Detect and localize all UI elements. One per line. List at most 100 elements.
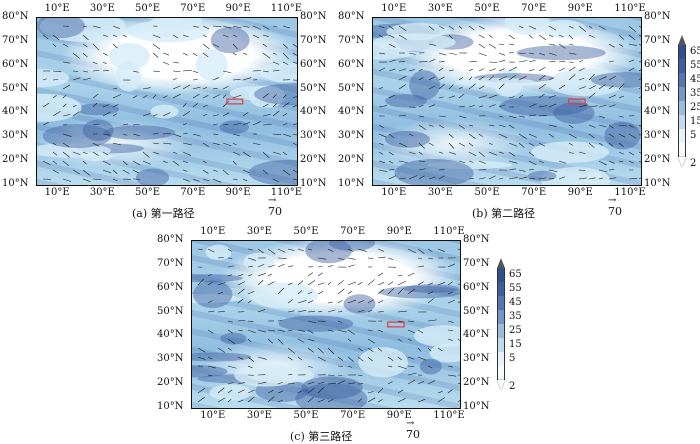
study-region-box-a [227,99,243,104]
ytick-b-right-1: 70°N [644,36,670,46]
wind-vector-a-58 [163,62,169,65]
wind-vector-c-176 [228,348,232,350]
wind-vector-a-49 [233,53,236,55]
colorbar-segment-c-4 [497,324,505,338]
shading-c-20 [278,316,353,332]
wind-vector-b-5 [449,26,454,29]
wind-vector-b-94 [529,69,534,71]
wind-vector-b-256 [509,161,517,163]
wind-vector-b-236 [439,152,443,153]
wind-vector-b-265 [379,170,387,172]
ytick-c-left-6: 20°N [157,378,183,388]
wind-vector-b-14 [589,26,592,28]
wind-vector-c-73 [338,280,344,285]
xtick-c-top-0: 10°E [200,227,225,237]
wind-vector-c-209 [348,366,352,367]
wind-vector-c-144 [208,330,213,333]
colorbar-top-arrow-b [678,35,686,45]
wind-field-a [37,18,297,185]
wind-vector-c-39 [278,264,285,267]
ytick-a-right-1: 70°N [300,36,326,46]
wind-vector-c-273 [398,398,406,402]
ytick-a-left-7: 10°N [2,179,28,189]
wind-vector-c-158 [378,330,383,332]
wind-vector-b-262 [619,161,623,162]
wind-vector-c-147 [248,330,256,333]
wind-vector-a-28 [263,35,269,37]
wind-vector-c-14 [408,249,416,253]
colorbar-label-c-6: 5 [509,354,515,364]
shading-b-7 [528,171,557,181]
wind-vector-a-235 [63,179,71,181]
ytick-c-right-7: 10°N [463,402,489,412]
xtick-c-bottom-0: 10°E [200,411,225,421]
wind-vector-c-17 [438,249,445,252]
wind-vector-c-171 [408,339,412,341]
wind-vector-b-194 [599,125,607,127]
xtick-b-top-5: 110°E [614,4,645,14]
wind-vector-c-121 [308,311,315,312]
wind-vector-a-200 [183,152,191,156]
wind-vector-c-174 [198,348,205,352]
wind-vector-c-178 [308,348,314,352]
wind-vector-c-131 [238,320,246,321]
wind-vector-b-25 [529,35,532,38]
wind-vector-a-137 [143,113,150,116]
xtick-a-top-1: 30°E [90,4,115,14]
wind-vector-c-166 [298,339,304,342]
wind-vector-b-225 [529,143,534,146]
wind-vector-a-95 [183,85,190,89]
wind-vector-a-54 [293,53,297,58]
colorbar-segment-b-3 [678,87,686,101]
wind-vector-a-143 [223,113,229,116]
wind-vector-b-272 [519,170,526,171]
colorbar-segment-b-5 [678,115,686,129]
wind-vector-c-114 [458,298,460,303]
wind-vector-b-289 [509,177,518,179]
shading-b-13 [456,78,536,87]
xtick-a-top-2: 50°E [135,4,160,14]
wind-vector-a-92 [113,88,117,89]
wind-vector-c-157 [368,330,373,331]
wind-vector-b-208 [549,134,554,137]
wind-vector-c-148 [258,330,266,332]
wind-vector-a-221 [83,170,90,175]
wind-vector-a-206 [43,161,50,165]
wind-vector-b-155 [459,106,465,107]
wind-vector-c-93 [348,291,352,294]
wind-vector-b-124 [449,85,453,89]
caption-b: (b) 第二路径 [472,205,535,221]
shading-c-15 [249,283,318,309]
wind-vector-c-190 [248,357,254,362]
ytick-b-left-6: 20°N [338,155,364,165]
wind-vector-b-90 [479,68,484,71]
ytick-c-left-0: 80°N [157,235,183,245]
wind-vector-b-95 [539,67,545,71]
xtick-c-bottom-1: 30°E [247,411,272,421]
wind-vector-a-218 [233,161,237,165]
wind-vector-c-214 [448,366,453,367]
wind-vector-c-163 [248,339,251,342]
colorbar-segment-b-2 [678,73,686,87]
wind-vector-b-150 [639,94,641,98]
wind-vector-c-205 [228,366,236,368]
shading-c-23 [344,294,376,313]
wind-vector-c-28 [378,257,386,258]
ytick-b-left-5: 30°N [338,131,364,141]
wind-vector-a-223 [113,170,117,174]
xtick-a-top-5: 110°E [271,4,302,14]
wind-vector-b-167 [609,105,616,107]
wind-vector-a-70 [153,71,160,72]
wind-vector-a-80 [73,78,80,80]
wind-vector-c-256 [378,388,383,393]
ytick-c-left-5: 30°N [157,354,183,364]
wind-vector-a-102 [93,94,98,98]
ytick-c-left-7: 10°N [157,402,183,412]
wind-vector-c-179 [318,348,324,353]
ytick-a-right-2: 60°N [300,60,326,70]
wind-vector-b-182 [379,125,384,128]
wind-vector-b-142 [489,95,497,98]
wind-vector-a-46 [183,53,188,55]
ytick-b-left-2: 60°N [338,60,364,70]
ytick-c-left-2: 60°N [157,283,183,293]
